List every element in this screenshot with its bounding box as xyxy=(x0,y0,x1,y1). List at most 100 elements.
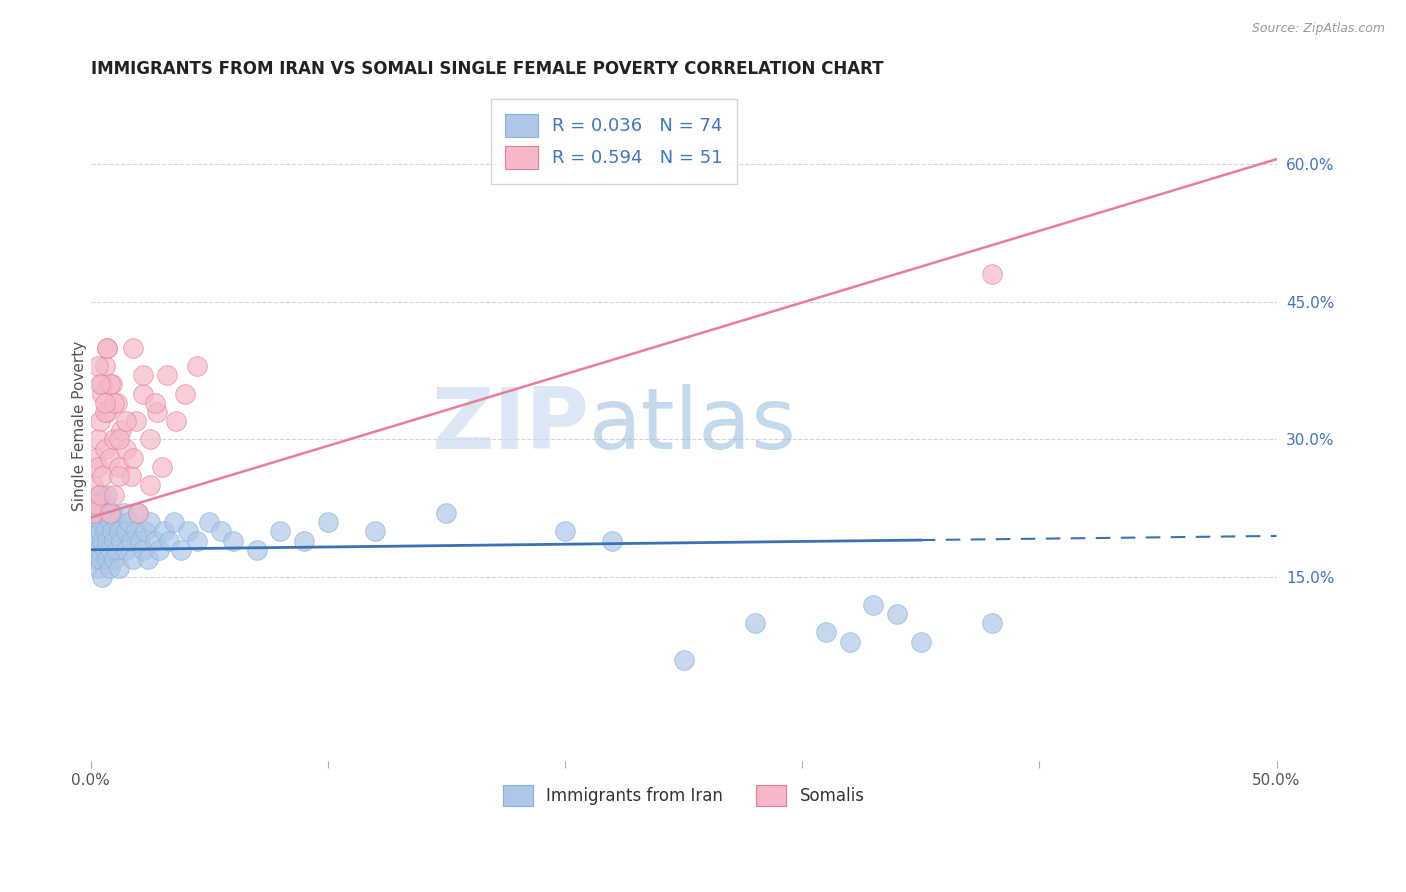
Point xyxy=(89,377,111,392)
Point xyxy=(122,341,145,355)
Point xyxy=(122,552,145,566)
Point xyxy=(101,506,124,520)
Point xyxy=(117,515,139,529)
Point xyxy=(110,533,132,548)
Point xyxy=(96,552,118,566)
Point xyxy=(98,515,121,529)
Point xyxy=(744,616,766,631)
Point xyxy=(94,405,117,419)
Point xyxy=(186,533,208,548)
Point xyxy=(129,533,152,548)
Point xyxy=(89,487,111,501)
Point xyxy=(89,506,111,520)
Point xyxy=(139,478,162,492)
Point xyxy=(162,515,184,529)
Point xyxy=(94,524,117,539)
Point xyxy=(153,524,176,539)
Point xyxy=(96,506,118,520)
Point xyxy=(672,653,695,667)
Point xyxy=(94,442,117,456)
Point xyxy=(98,506,121,520)
Point xyxy=(143,395,166,409)
Point xyxy=(108,469,131,483)
Point xyxy=(132,386,155,401)
Point xyxy=(84,552,107,566)
Point xyxy=(170,542,193,557)
Point xyxy=(87,542,110,557)
Point xyxy=(110,423,132,437)
Point xyxy=(96,487,118,501)
Point xyxy=(122,450,145,465)
Point xyxy=(91,533,114,548)
Point xyxy=(165,414,187,428)
Point xyxy=(82,506,104,520)
Point xyxy=(87,460,110,475)
Point xyxy=(91,570,114,584)
Point xyxy=(910,634,932,648)
Point xyxy=(89,552,111,566)
Point xyxy=(155,368,177,383)
Point xyxy=(150,460,173,475)
Point xyxy=(105,395,128,409)
Text: ZIP: ZIP xyxy=(432,384,589,467)
Legend: Immigrants from Iran, Somalis: Immigrants from Iran, Somalis xyxy=(496,779,872,814)
Point xyxy=(103,533,125,548)
Point xyxy=(94,497,117,511)
Point xyxy=(101,377,124,392)
Point xyxy=(186,359,208,373)
Point xyxy=(98,542,121,557)
Point xyxy=(198,515,221,529)
Point xyxy=(177,524,200,539)
Point xyxy=(87,487,110,501)
Point xyxy=(554,524,576,539)
Point xyxy=(886,607,908,621)
Point xyxy=(87,515,110,529)
Point xyxy=(174,386,197,401)
Point xyxy=(132,368,155,383)
Point xyxy=(139,515,162,529)
Point xyxy=(94,542,117,557)
Point xyxy=(434,506,457,520)
Point xyxy=(91,377,114,392)
Point xyxy=(98,561,121,575)
Point xyxy=(105,515,128,529)
Point xyxy=(115,524,138,539)
Point xyxy=(146,405,169,419)
Point xyxy=(103,487,125,501)
Point xyxy=(148,542,170,557)
Point xyxy=(838,634,860,648)
Point xyxy=(115,542,138,557)
Point xyxy=(222,533,245,548)
Point xyxy=(89,524,111,539)
Point xyxy=(136,552,159,566)
Point xyxy=(84,497,107,511)
Point xyxy=(292,533,315,548)
Point xyxy=(91,515,114,529)
Point xyxy=(157,533,180,548)
Point xyxy=(82,478,104,492)
Point xyxy=(91,469,114,483)
Point xyxy=(98,450,121,465)
Text: IMMIGRANTS FROM IRAN VS SOMALI SINGLE FEMALE POVERTY CORRELATION CHART: IMMIGRANTS FROM IRAN VS SOMALI SINGLE FE… xyxy=(90,60,883,78)
Point xyxy=(96,341,118,355)
Point xyxy=(105,542,128,557)
Point xyxy=(96,405,118,419)
Point xyxy=(115,442,138,456)
Point xyxy=(127,506,149,520)
Point xyxy=(94,359,117,373)
Point xyxy=(101,524,124,539)
Point xyxy=(87,561,110,575)
Point xyxy=(89,414,111,428)
Point xyxy=(103,552,125,566)
Text: atlas: atlas xyxy=(589,384,797,467)
Point xyxy=(96,533,118,548)
Point xyxy=(139,433,162,447)
Point xyxy=(364,524,387,539)
Point xyxy=(94,395,117,409)
Point xyxy=(125,524,148,539)
Point xyxy=(134,524,156,539)
Point xyxy=(87,359,110,373)
Point xyxy=(103,433,125,447)
Point xyxy=(91,386,114,401)
Point xyxy=(120,469,142,483)
